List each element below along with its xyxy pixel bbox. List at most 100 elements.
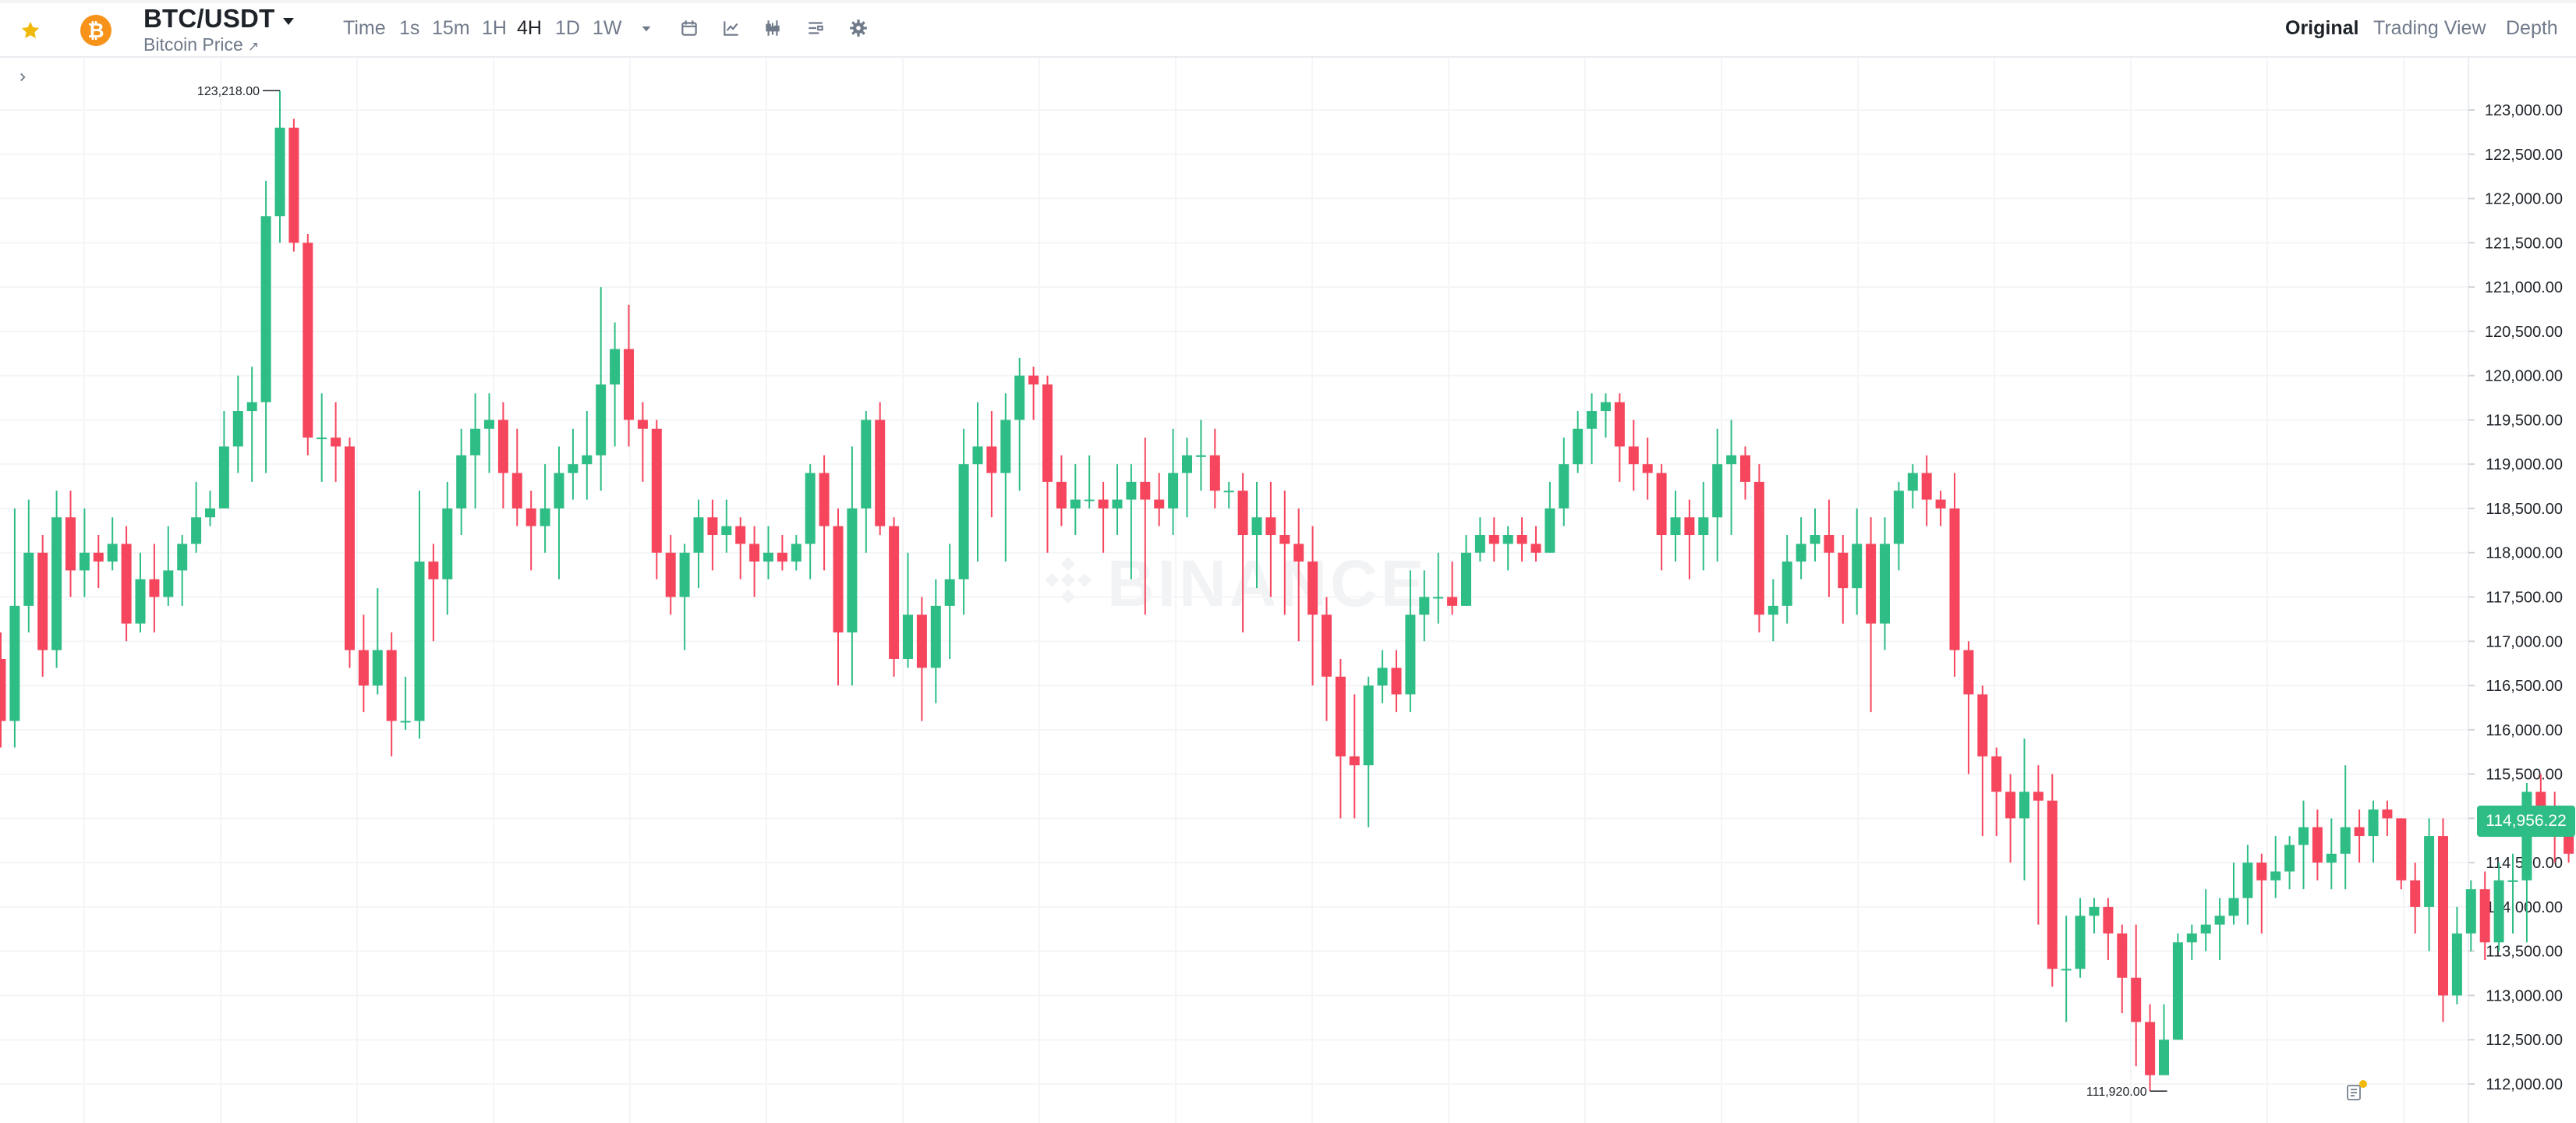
candle-body — [2159, 1040, 2169, 1075]
candle-body — [2493, 880, 2504, 943]
candle-body — [847, 508, 858, 632]
candle-body — [205, 508, 215, 518]
candlestick-chart[interactable]: 123,000.00 122,500.00 122,000.00 121,500.00… — [0, 58, 2576, 1123]
candle-body — [1084, 499, 1095, 501]
candle-body — [163, 570, 174, 597]
tab-trading-view[interactable]: Trading View — [2373, 17, 2486, 39]
candle-body — [610, 349, 621, 384]
candle-body — [2131, 977, 2142, 1022]
candle-body — [1433, 597, 1444, 599]
timeframe-4h[interactable]: 4H — [517, 17, 542, 39]
price-axis-label: 113,000.00 — [2486, 987, 2563, 1004]
candle-body — [1767, 605, 1778, 615]
candle-body — [107, 544, 118, 562]
candle-body — [2312, 827, 2323, 863]
candle-body — [624, 349, 634, 420]
candle-body — [1516, 535, 1527, 544]
gear-icon[interactable] — [848, 18, 869, 38]
candle-body — [37, 552, 48, 650]
candle-body — [1042, 384, 1053, 482]
candle-body — [2564, 836, 2574, 854]
candle-body — [916, 615, 927, 668]
more-timeframes-caret-icon[interactable] — [636, 18, 656, 38]
candle-body — [1991, 756, 2002, 792]
candle-body — [1935, 499, 1946, 508]
price-axis-label: 121,500.00 — [2485, 235, 2563, 252]
candle-body — [1265, 517, 1276, 536]
candle-body — [2075, 916, 2086, 969]
candle-body — [903, 615, 913, 659]
candle-body — [0, 658, 6, 721]
price-axis-label: 120,000.00 — [2485, 368, 2563, 385]
indicator-chart-icon[interactable] — [721, 18, 741, 38]
candle-body — [2186, 933, 2197, 943]
candle-body — [1670, 517, 1681, 536]
watermark: BINANCE — [1107, 547, 1428, 620]
candle-body — [1684, 517, 1695, 536]
candle-body — [484, 420, 494, 429]
candle-body — [2270, 871, 2281, 880]
candle-body — [2172, 942, 2183, 1040]
timeframe-15m[interactable]: 15m — [432, 17, 470, 39]
candle-body — [1502, 535, 1513, 544]
candle-type-icon[interactable] — [763, 18, 783, 38]
price-page-link[interactable]: Bitcoin Price ↗ — [143, 34, 259, 55]
expand-panel-chevron-icon[interactable] — [16, 70, 30, 84]
candle-body — [2019, 792, 2029, 819]
price-axis-label: 117,000.00 — [2486, 633, 2563, 650]
price-axis-label: 119,500.00 — [2486, 412, 2563, 429]
candle-body — [2479, 889, 2490, 943]
candle-body — [1279, 535, 1290, 544]
candle-body — [637, 420, 648, 429]
candle-body — [1740, 455, 1750, 482]
candle-body — [525, 508, 536, 526]
candle-body — [345, 446, 355, 650]
pair-dropdown-caret-icon[interactable] — [279, 12, 298, 30]
candle-body — [218, 446, 229, 508]
candle-body — [1182, 455, 1192, 473]
candle-body — [1656, 473, 1667, 536]
candle-body — [1028, 375, 1039, 384]
candle-body — [1530, 544, 1541, 553]
candle-body — [1838, 552, 1849, 589]
candle-body — [1293, 544, 1304, 562]
candle-body — [442, 508, 453, 579]
timeframe-time[interactable]: Time — [343, 17, 386, 39]
timeframe-1s[interactable]: 1s — [399, 17, 420, 39]
notes-icon[interactable] — [2343, 1079, 2368, 1104]
candle-body — [1349, 756, 1360, 766]
top-divider — [0, 0, 2576, 3]
price-axis-label: 120,500.00 — [2485, 324, 2563, 341]
candle-body — [2298, 827, 2309, 845]
candle-body — [1587, 411, 1598, 429]
candle-body — [428, 562, 439, 579]
price-axis-label: 123,000.00 — [2485, 102, 2563, 119]
tab-original[interactable]: Original — [2285, 17, 2359, 39]
candle-body — [65, 517, 76, 571]
timeframe-1w[interactable]: 1W — [593, 17, 622, 39]
candle-body — [1014, 375, 1025, 420]
favorite-star-icon[interactable] — [17, 17, 44, 44]
candle-body — [1796, 544, 1806, 562]
candle-body — [1642, 464, 1653, 473]
candle-body — [1126, 481, 1137, 500]
candle-body — [358, 650, 369, 686]
timeframe-1d[interactable]: 1D — [555, 17, 580, 39]
candle-body — [1614, 402, 1625, 447]
candle-body — [1601, 402, 1611, 412]
candle-body — [1447, 597, 1458, 606]
calendar-icon[interactable] — [679, 18, 699, 38]
pair-name[interactable]: BTC/USDT — [143, 4, 275, 33]
layout-settings-icon[interactable] — [805, 18, 826, 38]
candle-body — [2340, 827, 2351, 854]
candle-body — [2047, 800, 2058, 969]
timeframe-1h[interactable]: 1H — [482, 17, 507, 39]
candle-body — [833, 526, 844, 632]
candle-body — [260, 216, 271, 402]
chart-area[interactable]: BINANCE 123,000.00 122,500.00 122,000.00 12… — [0, 58, 2576, 1123]
candle-body — [861, 420, 872, 508]
tab-depth[interactable]: Depth — [2506, 17, 2558, 39]
candle-body — [1893, 491, 1904, 544]
candle-body — [582, 455, 593, 465]
price-axis-label: 119,000.00 — [2486, 456, 2563, 473]
